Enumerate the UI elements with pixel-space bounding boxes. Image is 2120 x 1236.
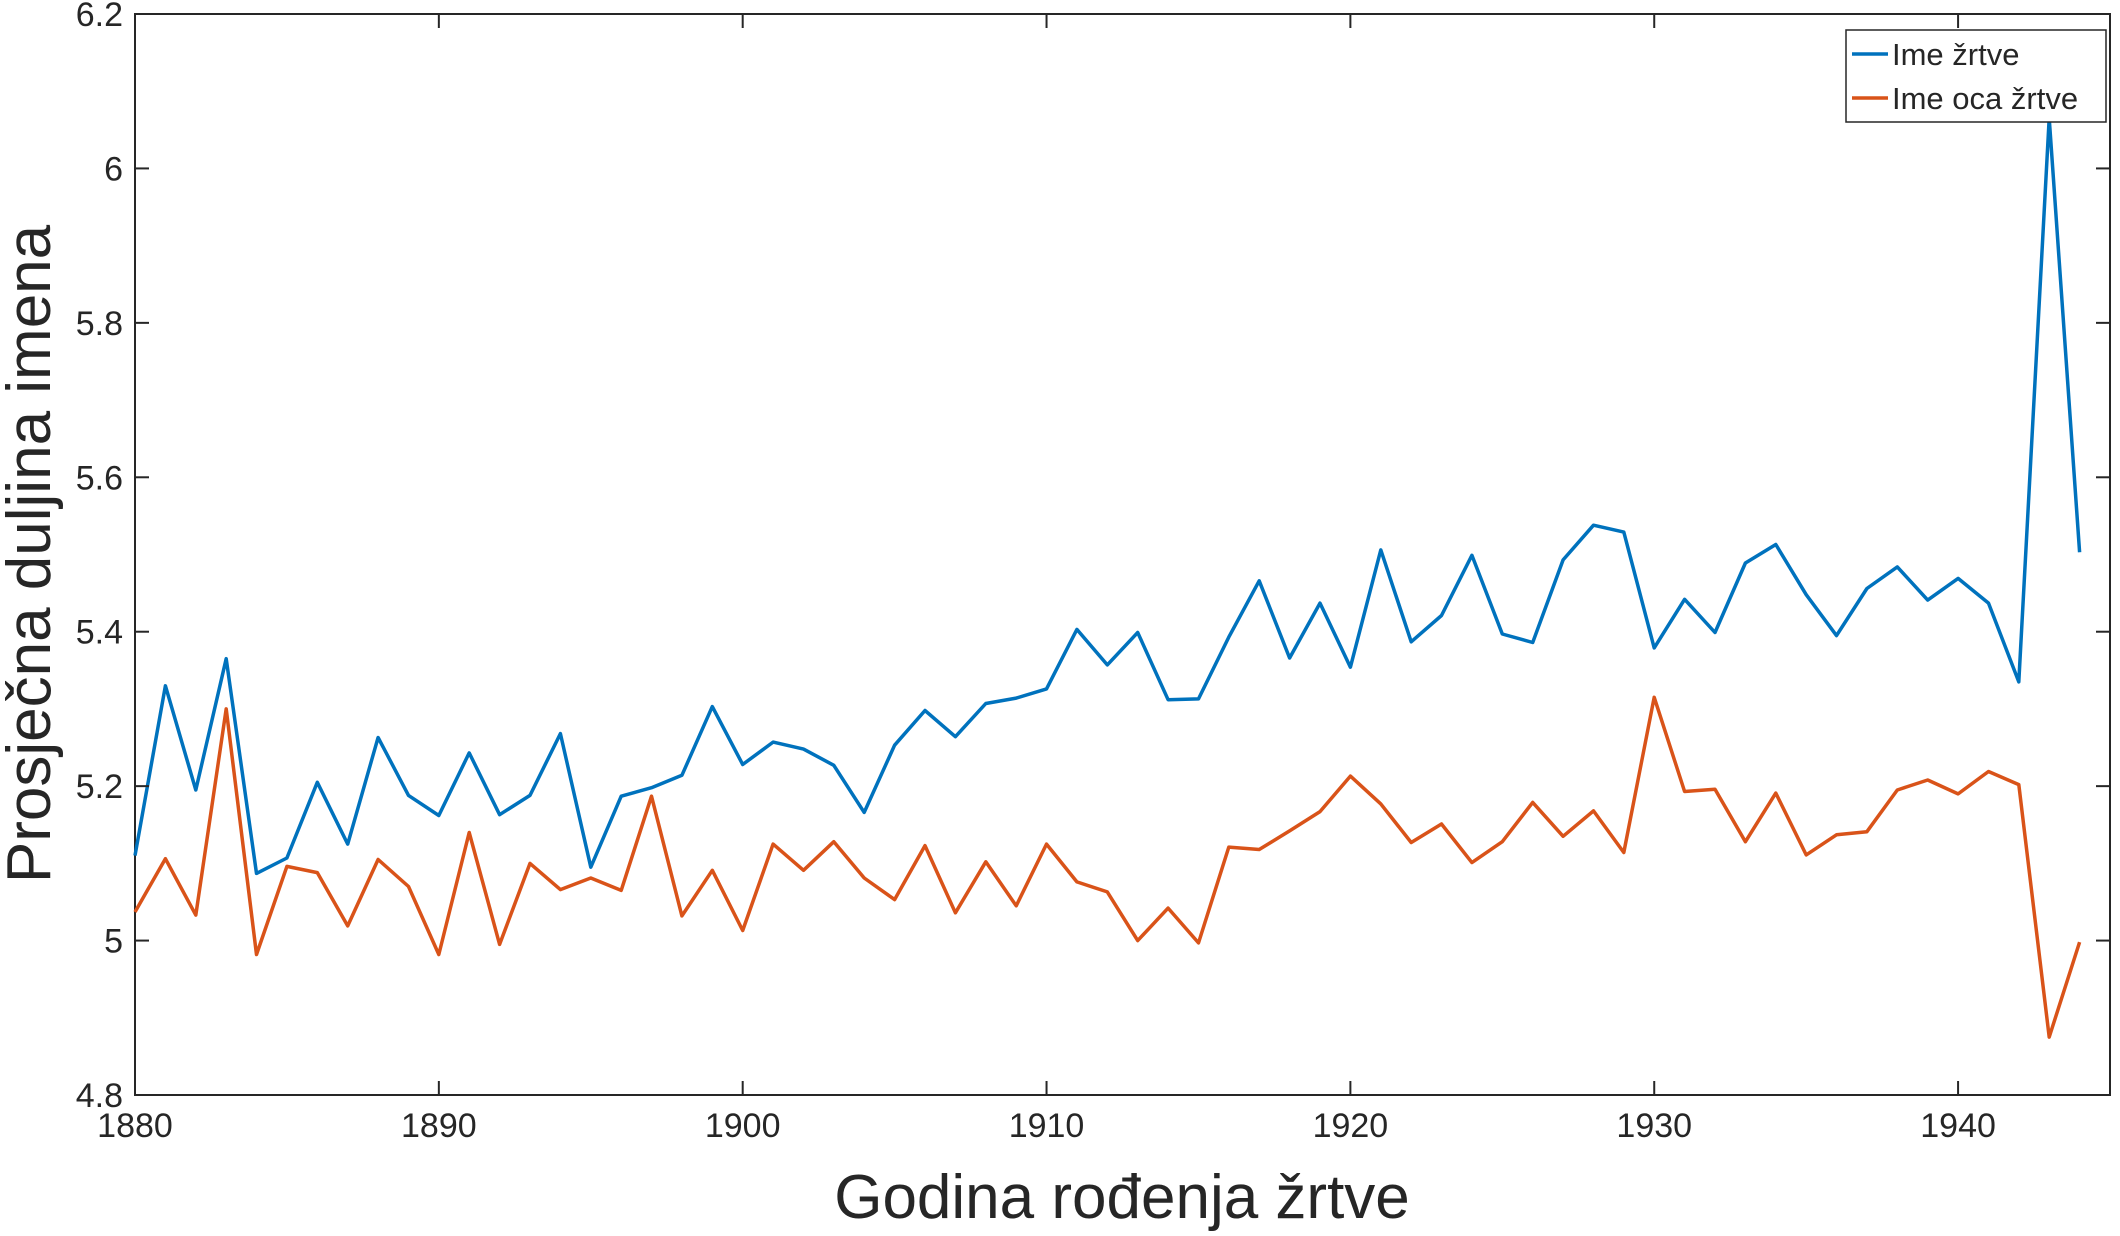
x-axis-ticks: 1880 1890 1900 1910 1920 1930 1940 <box>97 14 1996 1145</box>
y-tick-label-5-8: 5.8 <box>76 305 123 343</box>
x-tick-label-1920: 1920 <box>1313 1107 1389 1145</box>
x-axis-title: Godina rođenja žrtve <box>834 1163 1410 1232</box>
y-axis-ticks: 4.8 5 5.2 5.4 5.6 5.8 6 6.2 <box>76 0 2110 1115</box>
y-tick-label-6: 6 <box>104 150 123 188</box>
y-tick-label-5: 5 <box>104 923 123 961</box>
series-lines <box>133 116 2082 1039</box>
y-tick-label-5-4: 5.4 <box>76 614 123 652</box>
legend: Ime žrtve Ime oca žrtve <box>1845 29 2107 123</box>
x-tick-label-1880: 1880 <box>97 1107 173 1145</box>
x-tick-label-1900: 1900 <box>705 1107 781 1145</box>
x-tick-label-1940: 1940 <box>1920 1107 1996 1145</box>
legend-box <box>1845 29 2107 123</box>
legend-label-ime-zrtve: Ime žrtve <box>1892 37 2019 72</box>
x-tick-label-1930: 1930 <box>1616 1107 1692 1145</box>
series-line-0 <box>133 116 2082 876</box>
x-tick-label-1910: 1910 <box>1009 1107 1085 1145</box>
x-tick-label-1890: 1890 <box>401 1107 477 1145</box>
y-tick-label-6-2: 6.2 <box>76 0 123 34</box>
plot-area <box>134 13 2111 1096</box>
y-tick-label-5-6: 5.6 <box>76 459 123 497</box>
y-tick-label-5-2: 5.2 <box>76 768 123 806</box>
series-line-1 <box>133 695 2082 1039</box>
legend-label-ime-oca-zrtve: Ime oca žrtve <box>1892 81 2078 116</box>
y-tick-label-4-8: 4.8 <box>76 1077 123 1115</box>
y-axis-title: Prosječna duljina imena <box>0 224 64 883</box>
